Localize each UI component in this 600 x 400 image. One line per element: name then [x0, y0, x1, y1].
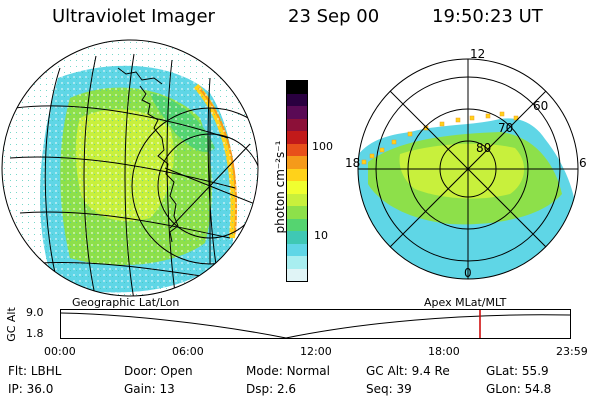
timeline-xtick-1200: 12:00 [300, 345, 332, 358]
colorbar-swatch [287, 156, 307, 169]
timeline-ylabel: GC Alt [4, 307, 18, 342]
timeline-ytick-9: 9.0 [26, 306, 44, 319]
colorbar-swatch [287, 118, 307, 131]
instrument-title: Ultraviolet Imager [52, 6, 215, 27]
info-glon: GLon: 54.8 [486, 382, 552, 396]
info-gain: Gain: 13 [124, 382, 175, 396]
timeline-right-title: Apex MLat/MLT [424, 296, 507, 309]
mlat-label-80: 80 [476, 141, 491, 155]
colorbar-swatch [287, 168, 307, 181]
geographic-map [1, 39, 259, 297]
colorbar-swatch [287, 181, 307, 194]
colorbar-swatch [287, 231, 307, 244]
mlt-label-0: 0 [464, 266, 472, 280]
colorbar-swatch [287, 206, 307, 219]
mlat-label-60: 60 [533, 99, 548, 113]
timeline-xtick-0000: 00:00 [44, 345, 76, 358]
mlat-label-70: 70 [498, 121, 513, 135]
info-dsp: Dsp: 2.6 [246, 382, 297, 396]
timeline-left-title: Geographic Lat/Lon [72, 296, 180, 309]
colorbar [286, 80, 308, 282]
colorbar-swatch [287, 81, 307, 94]
header-time: 19:50:23 UT [432, 6, 543, 27]
colorbar-swatch [287, 268, 307, 281]
colorbar-tick-100: 100 [312, 140, 333, 153]
colorbar-swatch [287, 143, 307, 156]
info-mode: Mode: Normal [246, 364, 330, 378]
altitude-curve [60, 312, 571, 339]
timeline-xtick-2359: 23:59 [556, 345, 588, 358]
mlt-label-18: 18 [345, 156, 360, 170]
colorbar-swatch [287, 131, 307, 144]
info-door: Door: Open [124, 364, 193, 378]
colorbar-tick-10: 10 [314, 229, 328, 242]
colorbar-swatch [287, 256, 307, 269]
polar-plot: 12 18 6 0 80 70 60 [345, 47, 587, 280]
colorbar-swatch [287, 106, 307, 119]
mlt-label-6: 6 [579, 156, 587, 170]
info-gc-alt: GC Alt: 9.4 Re [366, 364, 450, 378]
timeline-xtick-1800: 18:00 [428, 345, 460, 358]
colorbar-swatch [287, 243, 307, 256]
polar-grid [357, 58, 579, 280]
colorbar-swatch [287, 93, 307, 106]
colorbar-unit-label: photon cm⁻²s⁻¹ [273, 140, 287, 234]
mlt-label-12: 12 [470, 47, 485, 61]
info-flt: Flt: LBHL [8, 364, 62, 378]
timeline-xtick-0600: 06:00 [172, 345, 204, 358]
header-date: 23 Sep 00 [288, 6, 380, 27]
info-ip: IP: 36.0 [8, 382, 54, 396]
timeline-plot [60, 309, 571, 339]
polar-bright-arc [361, 111, 519, 165]
info-seq: Seq: 39 [366, 382, 412, 396]
geo-coastline [139, 85, 179, 243]
colorbar-swatch [287, 193, 307, 206]
timeline-ytick-1-8: 1.8 [26, 327, 44, 340]
info-glat: GLat: 55.9 [486, 364, 549, 378]
colorbar-swatch [287, 218, 307, 231]
